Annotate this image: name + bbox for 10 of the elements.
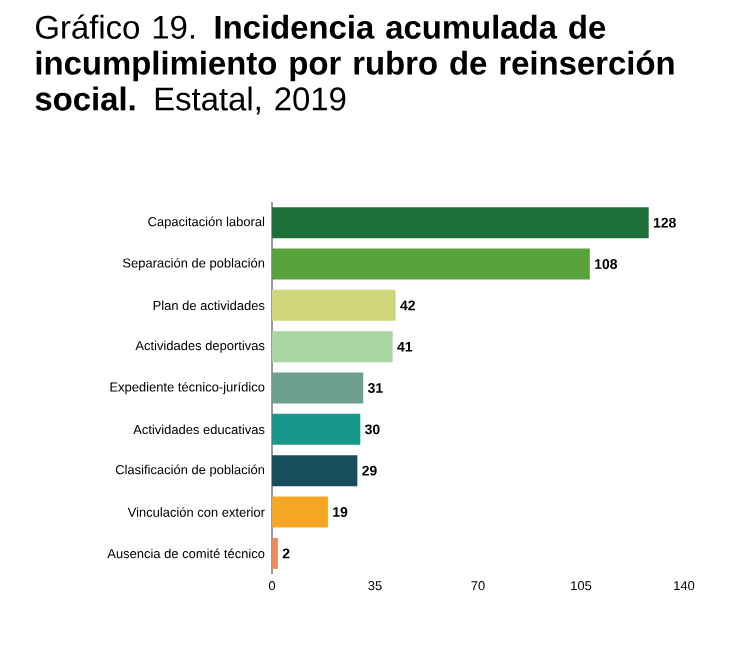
bar	[272, 248, 590, 280]
bar	[272, 537, 278, 569]
bar	[272, 496, 328, 528]
chart-title: Gráfico 19. Incidencia acumulada de incumplimiento por rubro de reinserción social. Estatal, 2019	[35, 14, 674, 115]
bar	[272, 413, 361, 445]
bar	[272, 372, 364, 404]
bar	[272, 289, 396, 321]
bar	[272, 207, 649, 239]
bar	[272, 455, 358, 487]
bar	[272, 331, 393, 363]
